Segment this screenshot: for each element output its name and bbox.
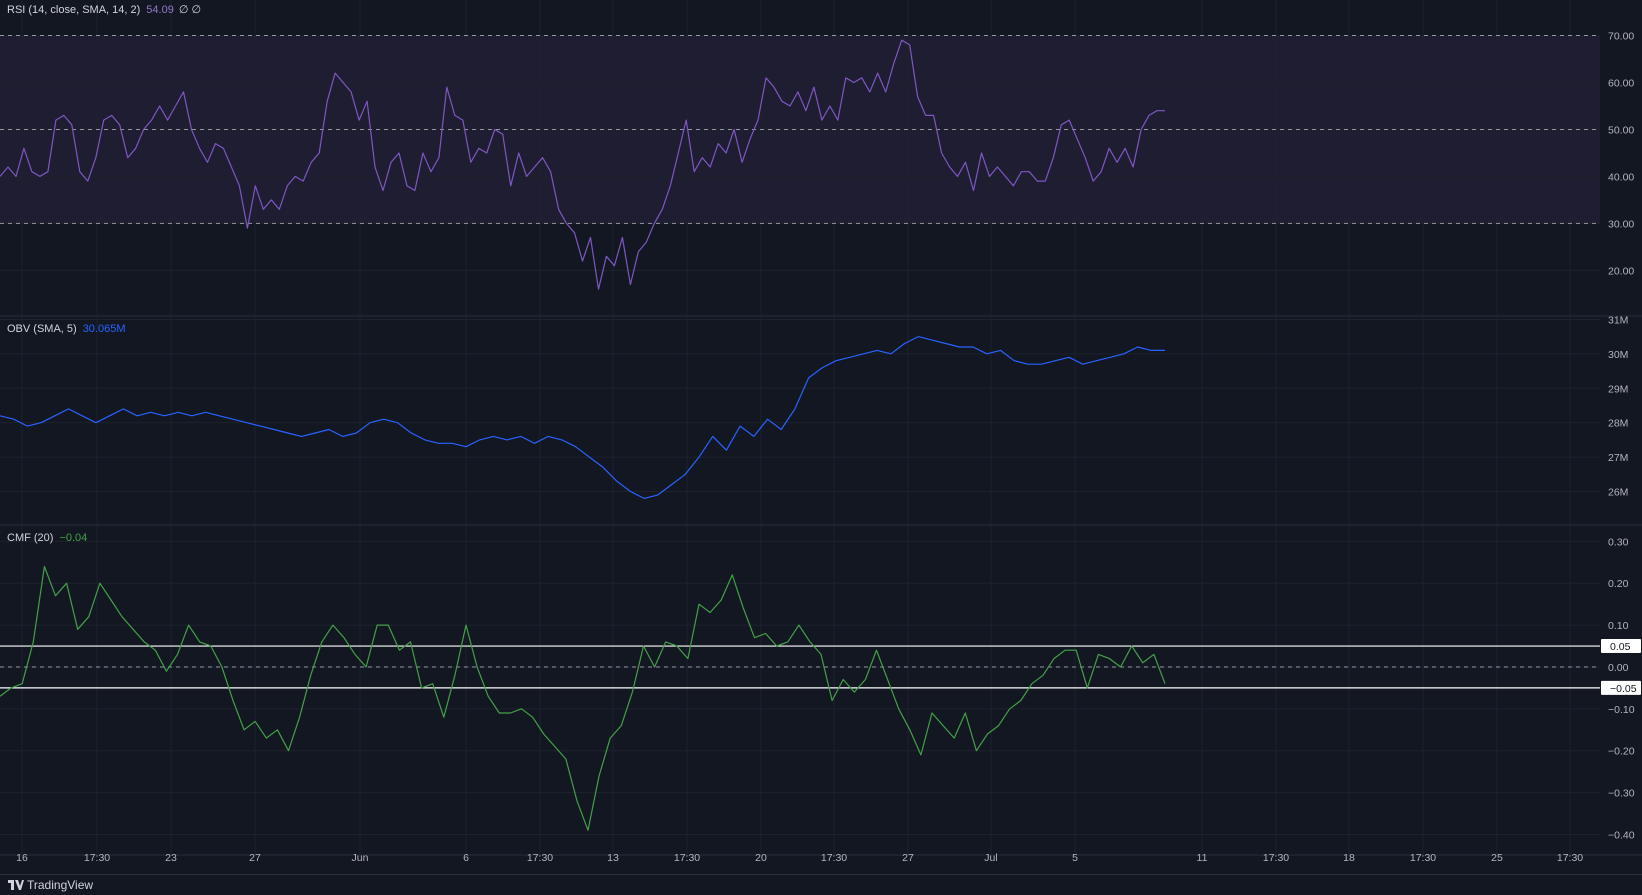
y-tick-label: 0.10 — [1608, 620, 1629, 632]
x-tick-label: Jul — [984, 852, 997, 864]
tradingview-logo-icon — [8, 880, 24, 890]
x-tick-label: 27 — [249, 852, 261, 864]
level-tag-bg — [1601, 639, 1641, 654]
x-tick-label: 17:30 — [674, 852, 700, 864]
x-tick-label: 17:30 — [84, 852, 110, 864]
rsi-extra: ∅ ∅ — [178, 4, 202, 16]
rsi-legend[interactable]: RSI (14, close, SMA, 14, 2) 54.09 ∅ ∅ — [7, 3, 201, 16]
y-tick-label: 30.00 — [1608, 218, 1634, 230]
y-tick-label: 0.00 — [1608, 662, 1629, 674]
rsi-value: 54.09 — [146, 4, 174, 16]
rsi-title: RSI (14, close, SMA, 14, 2) — [7, 4, 141, 16]
x-tick-label: 5 — [1072, 852, 1078, 864]
series-line-obv — [0, 336, 1165, 499]
x-tick-label: 27 — [902, 852, 914, 864]
y-tick-label: 40.00 — [1608, 171, 1634, 183]
level-tag: 0.05 — [1610, 641, 1631, 653]
chart-background — [0, 0, 1642, 874]
y-tick-label: 27M — [1608, 452, 1628, 464]
x-tick-label: 18 — [1343, 852, 1355, 864]
x-tick-label: 6 — [463, 852, 469, 864]
x-tick-label: 13 — [607, 852, 619, 864]
y-tick-label: 20.00 — [1608, 265, 1634, 277]
y-tick-label: −0.10 — [1608, 704, 1635, 716]
y-tick-label: 0.20 — [1608, 578, 1629, 590]
y-tick-label: −0.30 — [1608, 788, 1635, 800]
cmf-value: −0.04 — [59, 532, 88, 544]
series-line-rsi — [0, 39, 1165, 290]
x-tick-label: 17:30 — [527, 852, 553, 864]
cmf-legend[interactable]: CMF (20) −0.04 — [7, 532, 87, 544]
time-scale[interactable]: 16 17:30 23 27 Jun 6 17:30 13 17:30 20 17:30 27 Jul 5… — [16, 852, 1583, 864]
grid-lines — [0, 0, 1642, 856]
y-tick-label: −0.40 — [1608, 829, 1635, 841]
y-tick-label: 26M — [1608, 486, 1628, 498]
y-tick-label: 31M — [1608, 314, 1628, 326]
y-tick-label: 60.00 — [1608, 77, 1634, 89]
y-tick-label: 0.30 — [1608, 536, 1629, 548]
x-tick-label: 23 — [165, 852, 177, 864]
x-tick-label: Jun — [352, 852, 369, 864]
y-tick-label: 29M — [1608, 383, 1628, 395]
x-tick-label: 20 — [755, 852, 767, 864]
x-tick-label: 17:30 — [1557, 852, 1583, 864]
series-line-cmf — [0, 565, 1166, 831]
x-tick-label: 11 — [1197, 852, 1208, 864]
series-lines — [0, 39, 1166, 831]
x-tick-label: 17:30 — [1410, 852, 1436, 864]
x-tick-label: 17:30 — [821, 852, 847, 864]
footer-bar: TradingView — [0, 874, 1642, 895]
y-tick-label: 28M — [1608, 418, 1628, 430]
x-tick-label: 17:30 — [1263, 852, 1289, 864]
obv-legend[interactable]: OBV (SMA, 5) 30.065M — [7, 323, 126, 335]
price-scale[interactable]: 70.00 60.00 50.00 40.00 30.00 20.00 31M 30M 29M 2… — [1601, 30, 1641, 841]
level-tag-bg — [1601, 680, 1641, 695]
x-tick-label: 16 — [16, 852, 28, 864]
y-tick-label: 70.00 — [1608, 30, 1634, 42]
y-tick-label: 50.00 — [1608, 124, 1634, 136]
tradingview-logo[interactable]: TradingView — [8, 878, 93, 892]
chart-canvas[interactable]: 70.0060.0050.0040.0030.0020.0031M30M29M2… — [0, 0, 1642, 874]
level-tag: −0.05 — [1610, 683, 1637, 695]
obv-title: OBV (SMA, 5) — [7, 323, 77, 335]
level-lines — [0, 34, 1600, 689]
y-tick-label: −0.20 — [1608, 746, 1635, 758]
y-tick-label: 30M — [1608, 349, 1628, 361]
cmf-title: CMF (20) — [7, 532, 54, 544]
canvas-fill — [0, 0, 1642, 874]
brand-name: TradingView — [27, 878, 94, 892]
obv-value: 30.065M — [82, 323, 126, 335]
x-tick-label: 25 — [1491, 852, 1503, 864]
